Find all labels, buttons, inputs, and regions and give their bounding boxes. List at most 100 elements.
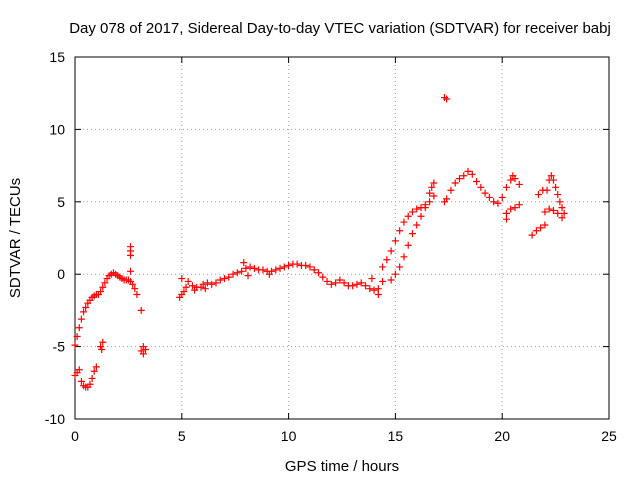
data-point-marker: [97, 288, 105, 296]
data-point-marker: [400, 218, 408, 226]
data-point-marker: [77, 315, 85, 323]
grid-lines: [75, 57, 609, 419]
data-point-marker: [349, 282, 357, 290]
data-point-marker: [99, 338, 107, 346]
y-axis-label: SDTVAR / TECUs: [7, 178, 24, 298]
data-point-marker: [336, 276, 344, 284]
x-tick-label: 5: [178, 428, 186, 444]
data-point-marker: [98, 345, 106, 353]
data-point-marker: [199, 280, 207, 288]
data-point-marker: [421, 204, 429, 212]
data-point-marker: [408, 230, 416, 238]
data-point-marker: [413, 205, 421, 213]
data-point-marker: [511, 204, 519, 212]
data-point-marker: [80, 308, 88, 316]
data-point-marker: [272, 266, 280, 274]
data-point-marker: [86, 380, 94, 388]
data-point-marker: [498, 193, 506, 201]
data-point-marker: [443, 95, 451, 103]
data-point-marker: [404, 241, 412, 249]
data-point-marker: [323, 277, 331, 285]
data-point-marker: [426, 198, 434, 206]
data-point-marker: [280, 263, 288, 271]
data-points: [71, 94, 568, 391]
data-point-marker: [259, 266, 267, 274]
data-point-marker: [75, 324, 83, 332]
data-point-marker: [428, 183, 436, 191]
data-point-marker: [556, 198, 564, 206]
data-point-marker: [82, 304, 90, 312]
data-point-marker: [361, 282, 369, 290]
data-point-marker: [532, 227, 540, 235]
data-point-marker: [101, 279, 109, 287]
data-point-marker: [515, 201, 523, 209]
data-point-marker: [327, 280, 335, 288]
data-point-marker: [75, 366, 83, 374]
data-point-marker: [92, 363, 100, 371]
data-point-marker: [191, 286, 199, 294]
data-point-marker: [73, 332, 81, 340]
data-point-marker: [99, 283, 107, 291]
data-point-marker: [353, 280, 361, 288]
data-point-marker: [265, 270, 273, 278]
y-tick-label: 10: [49, 121, 65, 137]
data-point-marker: [374, 290, 382, 298]
x-tick-labels: 0 5 10 15 20 25: [71, 428, 617, 444]
data-point-marker: [302, 262, 310, 270]
data-point-marker: [464, 167, 472, 175]
y-tick-label: -5: [53, 339, 66, 355]
data-point-marker: [233, 269, 241, 277]
data-point-marker: [507, 205, 515, 213]
data-point-marker: [178, 275, 186, 283]
data-point-marker: [560, 209, 568, 217]
data-point-marker: [430, 179, 438, 187]
data-point-marker: [201, 285, 209, 293]
data-point-marker: [370, 286, 378, 294]
x-tick-label: 10: [281, 428, 297, 444]
data-point-marker: [208, 280, 216, 288]
data-point-marker: [502, 183, 510, 191]
data-point-marker: [139, 350, 147, 358]
data-point-marker: [129, 280, 137, 288]
data-point-marker: [383, 256, 391, 264]
data-point-marker: [225, 273, 233, 281]
data-point-marker: [417, 212, 425, 220]
data-point-marker: [387, 276, 395, 284]
data-point-marker: [404, 212, 412, 220]
chart-title: Day 078 of 2017, Sidereal Day-to-day VTE…: [69, 20, 611, 37]
data-point-marker: [310, 266, 318, 274]
data-point-marker: [293, 260, 301, 268]
data-point-marker: [451, 179, 459, 187]
y-tick-label: 5: [57, 194, 65, 210]
data-point-marker: [276, 264, 284, 272]
data-point-marker: [77, 377, 85, 385]
data-point-marker: [477, 183, 485, 191]
data-point-marker: [127, 267, 135, 275]
data-point-marker: [554, 209, 562, 217]
data-point-marker: [315, 269, 323, 277]
data-point-marker: [549, 176, 557, 184]
data-point-marker: [558, 204, 566, 212]
data-point-marker: [430, 192, 438, 200]
data-point-marker: [182, 283, 190, 291]
plot-area-frame: [74, 56, 610, 420]
data-point-marker: [515, 180, 523, 188]
data-point-marker: [203, 279, 211, 287]
data-point-marker: [250, 264, 258, 272]
data-point-marker: [507, 176, 515, 184]
data-point-marker: [133, 290, 141, 298]
data-point-marker: [468, 170, 476, 178]
data-point-marker: [332, 279, 340, 287]
data-point-marker: [391, 237, 399, 245]
data-point-marker: [485, 193, 493, 201]
data-point-marker: [88, 374, 96, 382]
y-tick-label: 0: [57, 266, 65, 282]
data-point-marker: [455, 175, 463, 183]
data-point-marker: [188, 282, 196, 290]
data-point-marker: [340, 279, 348, 287]
data-point-marker: [306, 263, 314, 271]
data-point-marker: [137, 306, 145, 314]
data-point-marker: [391, 270, 399, 278]
data-point-marker: [481, 189, 489, 197]
